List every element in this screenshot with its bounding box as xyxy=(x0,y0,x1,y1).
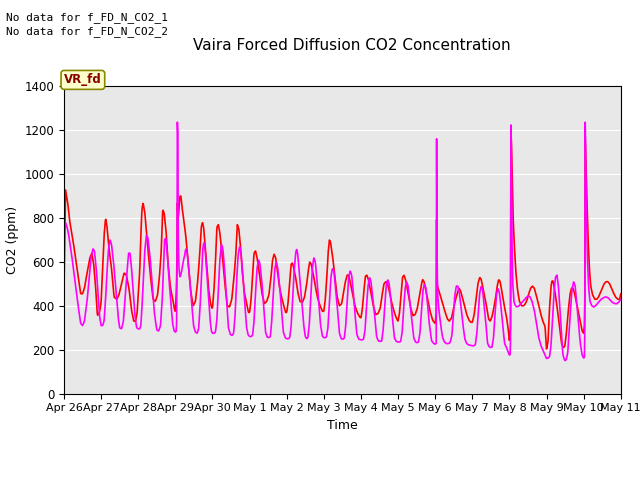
Text: VR_fd: VR_fd xyxy=(64,73,102,86)
Y-axis label: CO2 (ppm): CO2 (ppm) xyxy=(6,206,19,274)
Line: West soil: West soil xyxy=(64,129,621,349)
West air xyxy=(173,120,181,125)
West air xyxy=(617,296,625,302)
West soil xyxy=(543,346,550,352)
West air xyxy=(184,261,192,266)
West soil xyxy=(502,309,509,315)
West air xyxy=(170,328,178,334)
Line: West air: West air xyxy=(64,122,621,360)
West soil xyxy=(617,291,625,297)
West air xyxy=(60,224,68,230)
Text: No data for f_FD_N_CO2_1: No data for f_FD_N_CO2_1 xyxy=(6,12,168,23)
Text: Vaira Forced Diffusion CO2 Concentration: Vaira Forced Diffusion CO2 Concentration xyxy=(193,38,511,53)
West soil xyxy=(429,317,436,323)
West air xyxy=(561,358,569,363)
West soil xyxy=(552,292,559,298)
X-axis label: Time: Time xyxy=(327,419,358,432)
West air xyxy=(502,343,509,349)
West soil xyxy=(246,305,254,311)
West soil xyxy=(60,288,68,293)
West soil xyxy=(507,126,515,132)
West soil xyxy=(184,255,191,261)
Text: No data for f_FD_N_CO2_2: No data for f_FD_N_CO2_2 xyxy=(6,26,168,37)
West air xyxy=(429,340,437,346)
West air xyxy=(551,279,559,285)
West air xyxy=(246,334,254,339)
West soil xyxy=(170,305,178,311)
